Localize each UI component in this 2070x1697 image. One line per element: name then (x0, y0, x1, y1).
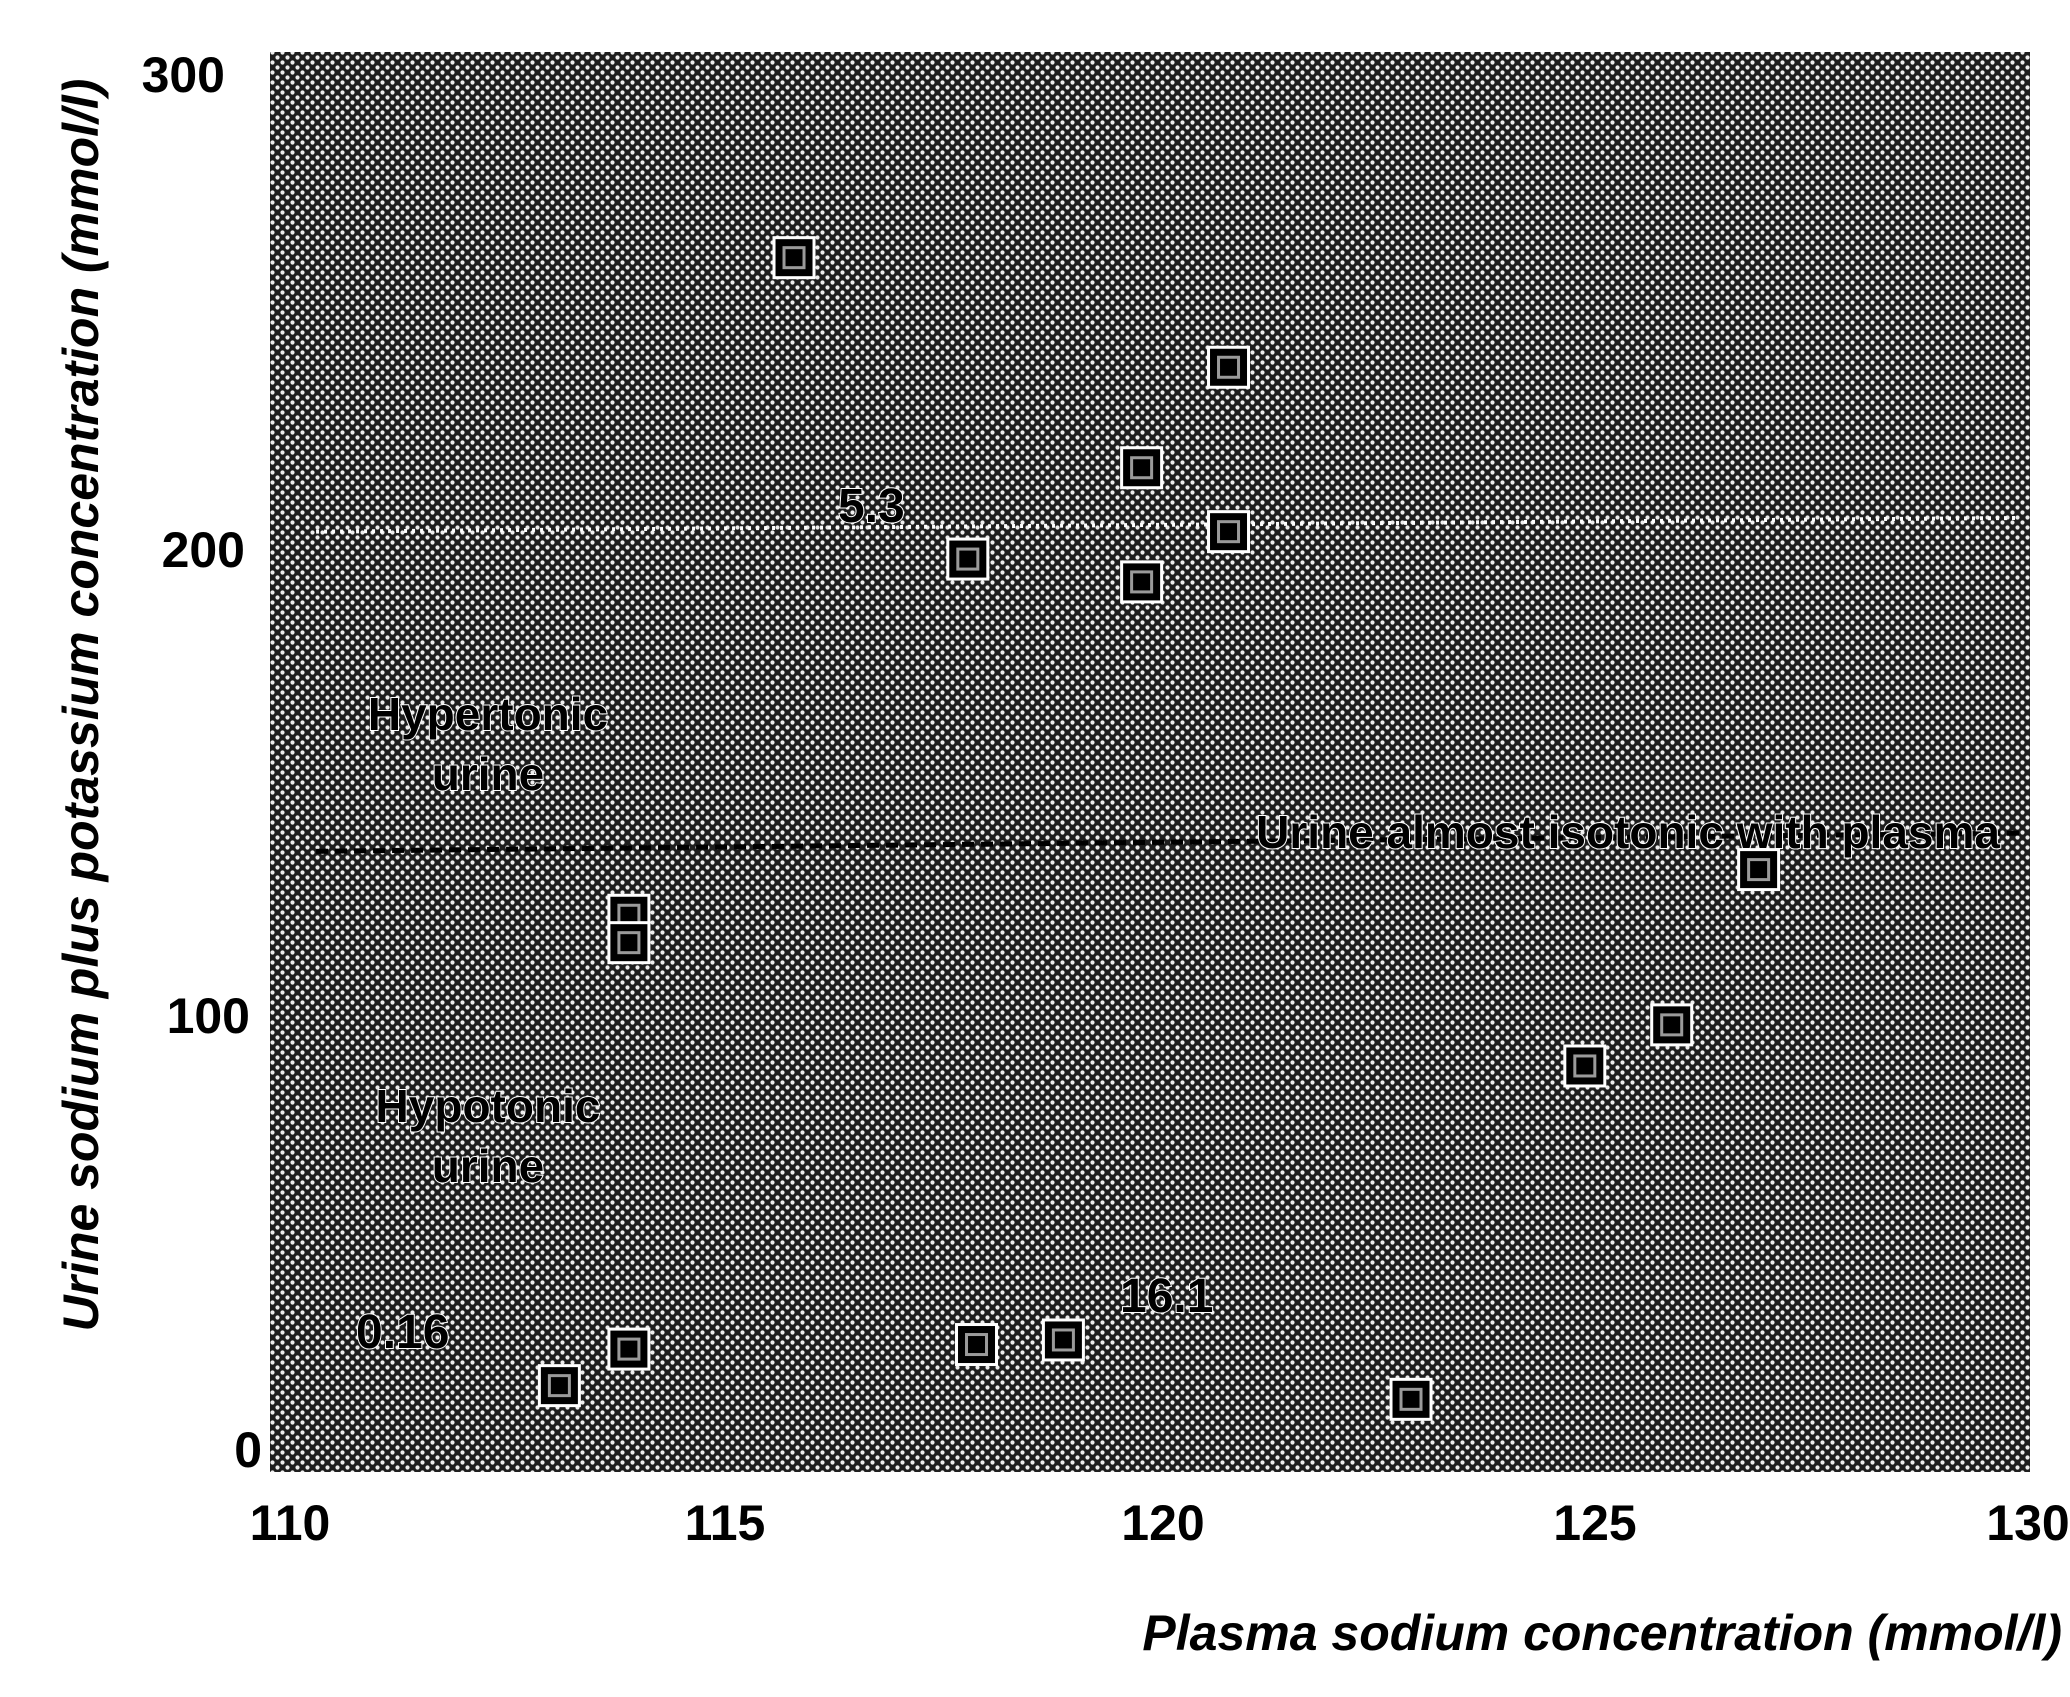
x-axis-ticks: 110 115 120 125 130 (250, 1495, 2070, 1551)
data-point (1563, 1044, 1607, 1088)
data-point (1389, 1377, 1433, 1421)
x-tick-label: 125 (1553, 1495, 1636, 1551)
region-label-hypertonic: Hypertonic urine (367, 687, 609, 801)
y-axis-title: Urine sodium plus potassium concentratio… (53, 79, 109, 1332)
data-point (1207, 345, 1251, 389)
data-point (1120, 446, 1164, 490)
x-tick-label: 120 (1121, 1495, 1204, 1551)
y-tick-label: 100 (167, 988, 250, 1044)
plot-area (270, 52, 2030, 1472)
point-label: 0.16 (356, 1306, 449, 1359)
region-label-line: Hypertonic (368, 688, 608, 740)
x-tick-label: 130 (1986, 1495, 2069, 1551)
y-axis-ticks: 300 200 100 0 (142, 47, 262, 1478)
x-tick-label: 110 (250, 1495, 331, 1551)
region-label-line: Hypotonic (376, 1080, 601, 1132)
point-label: 5.3 (838, 480, 905, 533)
data-point (537, 1364, 581, 1408)
region-label-hypotonic: Hypotonic urine (375, 1079, 602, 1193)
data-point (1207, 510, 1251, 554)
x-tick-label: 115 (685, 1495, 766, 1551)
data-point (946, 537, 990, 581)
data-point (1041, 1318, 1085, 1362)
data-point (1650, 1003, 1694, 1047)
data-point (772, 236, 816, 280)
data-points (537, 236, 1781, 1421)
x-axis-title: Plasma sodium concentration (mmol/l) (1142, 1605, 2062, 1661)
isotonic-line-label: Urine almost isotonic with plasma (1256, 806, 2000, 858)
data-point (1120, 560, 1164, 604)
point-label: 16.1 (1120, 1270, 1213, 1323)
y-tick-label: 200 (162, 522, 245, 578)
region-label-line: urine (432, 1140, 544, 1192)
data-point (955, 1323, 999, 1367)
y-tick-label: 300 (142, 47, 225, 103)
region-label-line: urine (432, 748, 544, 800)
y-tick-label: 0 (234, 1422, 262, 1478)
data-point (607, 921, 651, 965)
data-point (1737, 848, 1781, 892)
data-point (607, 1327, 651, 1371)
